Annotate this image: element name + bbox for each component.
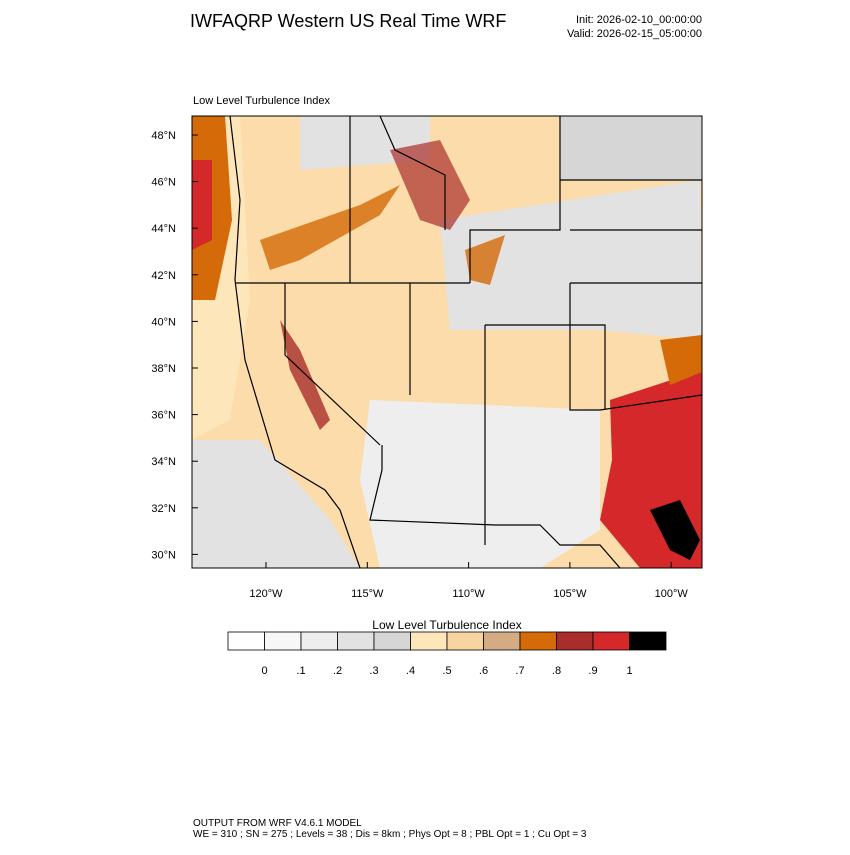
map-field xyxy=(191,115,703,569)
lon-label: 120°W xyxy=(249,588,283,600)
colorbar-label: .9 xyxy=(588,665,597,677)
colorbar-label: .2 xyxy=(333,665,342,677)
colorbar: 0 .1 .2 .3 .4 .5 .6 .7 .8 .9 1 xyxy=(227,631,667,677)
colorbar-box xyxy=(373,631,411,651)
lat-label: 38°N xyxy=(151,363,176,375)
lat-label: 42°N xyxy=(151,270,176,282)
lon-label: 115°W xyxy=(351,588,384,600)
lon-label: 105°W xyxy=(553,588,587,600)
lat-labels: 48°N 46°N 44°N 42°N 40°N 38°N 36°N 34°N 32°N 30°N xyxy=(151,130,198,561)
colorbar-box xyxy=(556,631,594,651)
lat-label: 30°N xyxy=(151,549,176,561)
lat-label: 32°N xyxy=(151,503,176,515)
footer-line: WE = 310 ; SN = 275 ; Levels = 38 ; Dis … xyxy=(193,829,587,840)
init-time: Init: 2026-02-10_00:00:00 xyxy=(576,14,702,26)
colorbar-label: .1 xyxy=(296,665,305,677)
colorbar-box xyxy=(483,631,521,651)
colorbar-label: .5 xyxy=(442,665,451,677)
lon-label: 100°W xyxy=(655,588,689,600)
lon-labels: 120°W 115°W 110°W 105°W 100°W xyxy=(249,562,688,600)
colorbar-label: 0 xyxy=(261,665,267,677)
footer-line: OUTPUT FROM WRF V4.6.1 MODEL xyxy=(193,818,362,829)
lat-label: 36°N xyxy=(151,410,176,422)
colorbar-title: Low Level Turbulence Index xyxy=(372,618,521,632)
colorbar-label: .4 xyxy=(406,665,415,677)
colorbar-label: .8 xyxy=(552,665,561,677)
colorbar-label: .6 xyxy=(479,665,488,677)
colorbar-label: 1 xyxy=(626,665,632,677)
title: IWFAQRP Western US Real Time WRF xyxy=(190,11,506,31)
colorbar-box xyxy=(300,631,338,651)
colorbar-box xyxy=(410,631,448,651)
lat-label: 44°N xyxy=(151,223,176,235)
lon-label: 110°W xyxy=(452,588,485,600)
colorbar-box xyxy=(629,631,667,651)
colorbar-box xyxy=(337,631,375,651)
valid-time: Valid: 2026-02-15_05:00:00 xyxy=(567,28,702,40)
colorbar-box xyxy=(519,631,557,651)
lat-label: 46°N xyxy=(151,177,176,189)
map-subtitle: Low Level Turbulence Index xyxy=(193,95,330,107)
lat-label: 48°N xyxy=(151,130,176,142)
colorbar-box xyxy=(592,631,630,651)
lat-label: 34°N xyxy=(151,456,176,468)
colorbar-label: .7 xyxy=(515,665,524,677)
lat-label: 40°N xyxy=(151,316,176,328)
colorbar-label: .3 xyxy=(369,665,378,677)
colorbar-box xyxy=(264,631,302,651)
colorbar-box xyxy=(227,631,265,651)
colorbar-box xyxy=(446,631,484,651)
